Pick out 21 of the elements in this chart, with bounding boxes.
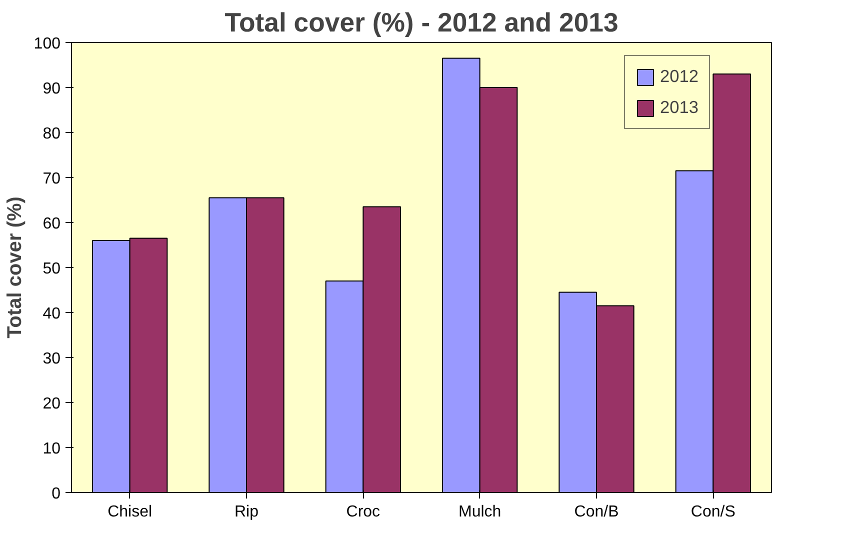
legend-label: 2012 — [660, 66, 699, 87]
y-tick-label: 20 — [42, 396, 61, 412]
x-tick-label: Rip — [234, 504, 259, 520]
y-tick-label: 10 — [42, 440, 61, 458]
x-tick-label: Chisel — [108, 504, 152, 520]
x-tick-label: Croc — [346, 504, 380, 520]
y-tick-label: 70 — [42, 170, 61, 188]
y-tick-label: 50 — [42, 260, 61, 278]
y-axis-title: Total cover (%) — [4, 196, 26, 338]
y-tick-label: 60 — [42, 216, 61, 232]
legend-label: 2013 — [660, 97, 699, 118]
y-tick-label: 100 — [34, 36, 61, 52]
chart-title: Total cover (%) - 2012 and 2013 — [224, 8, 618, 38]
x-tick-label: Con/S — [690, 504, 736, 520]
y-tick-label: 0 — [52, 486, 61, 502]
y-tick-label: 30 — [42, 350, 61, 368]
x-tick-label: Con/B — [574, 504, 619, 520]
y-tick-label: 90 — [42, 80, 61, 98]
y-tick-label: 80 — [42, 126, 61, 142]
x-tick-label: Mulch — [458, 504, 502, 520]
y-tick-label: 40 — [42, 306, 61, 322]
